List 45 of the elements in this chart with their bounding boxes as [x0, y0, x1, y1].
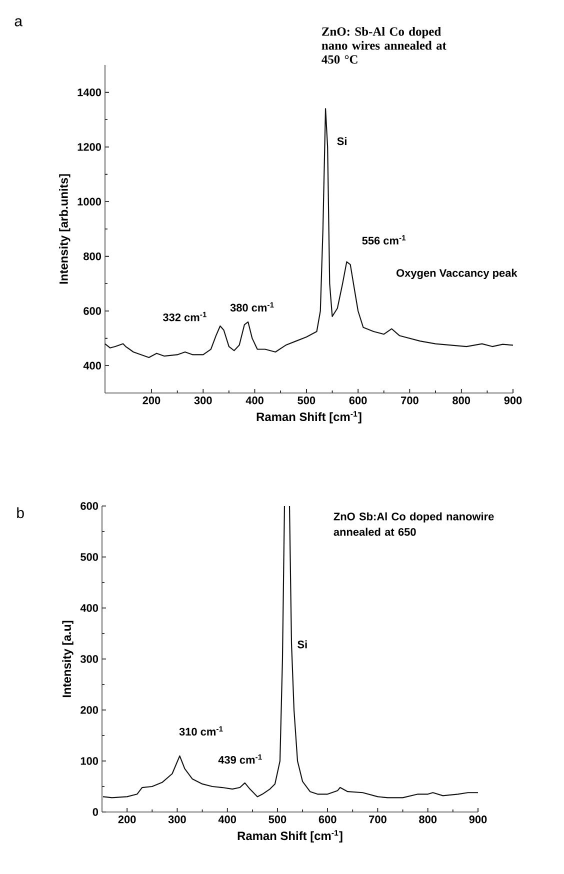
y-tick-label: 800 [84, 252, 102, 260]
x-tick-label: 900 [469, 816, 487, 824]
x-axis-title: Raman Shift [cm$^{-1}$] [256, 411, 362, 424]
x-tick-label: 400 [218, 816, 236, 824]
y-tick-label: 400 [80, 604, 98, 612]
annotation: Si [298, 640, 307, 648]
x-tick-label: 700 [401, 396, 418, 404]
annotation: 332 cm$^{-1}$ [162, 312, 206, 322]
y-axis-title: Intensity [arb.units] [59, 174, 70, 284]
chart-title: b [17, 507, 24, 518]
x-tick-label: 400 [246, 396, 264, 404]
y-axis-title: Intensity [a.u] [62, 620, 74, 698]
annotation: 439 cm$^{-1}$ [218, 754, 262, 764]
x-tick-label: 300 [168, 816, 186, 824]
y-tick-label: 100 [80, 757, 98, 765]
x-tick-label: 300 [194, 396, 212, 404]
x-tick-label: 900 [504, 396, 522, 404]
x-tick-label: 500 [298, 396, 316, 404]
x-tick-label: 200 [142, 396, 160, 404]
x-tick-label: 600 [349, 396, 367, 404]
annotation: 310 cm$^{-1}$ [179, 726, 223, 736]
annotation: Si [337, 137, 346, 146]
x-axis-title: Raman Shift [cm$^{-1}$] [238, 830, 342, 842]
annotation: 556 cm$^{-1}$ [362, 235, 406, 244]
x-tick-label: 800 [452, 396, 470, 404]
x-tick-label: 500 [268, 816, 286, 824]
text: ZnO: Sb-Al Co doped nano wires annealed at 450 °C [322, 26, 446, 64]
y-tick-label: 1400 [78, 88, 102, 96]
y-tick-label: 1000 [78, 198, 102, 206]
y-tick-label: 300 [80, 655, 98, 663]
y-tick-label: 400 [83, 362, 102, 370]
y-tick-label: 0 [92, 808, 98, 816]
x-tick-label: 200 [118, 816, 136, 824]
y-tick-label: 1200 [78, 143, 102, 151]
annotation: Oxygen Vaccancy peak [396, 268, 518, 280]
x-tick-label: 800 [419, 816, 437, 824]
y-tick-label: 600 [84, 307, 102, 315]
y-tick-label: 500 [80, 553, 98, 561]
x-tick-label: 600 [318, 816, 336, 824]
x-tick-label: 700 [369, 816, 386, 824]
annotation: ZnO Sb:Al Co doped nanowire annealed at 650 [334, 512, 494, 536]
y-tick-label: 200 [80, 706, 98, 714]
chart-title: a [14, 18, 23, 26]
y-tick-label: 600 [80, 502, 98, 510]
annotation: 380 cm$^{-1}$ [230, 302, 274, 312]
